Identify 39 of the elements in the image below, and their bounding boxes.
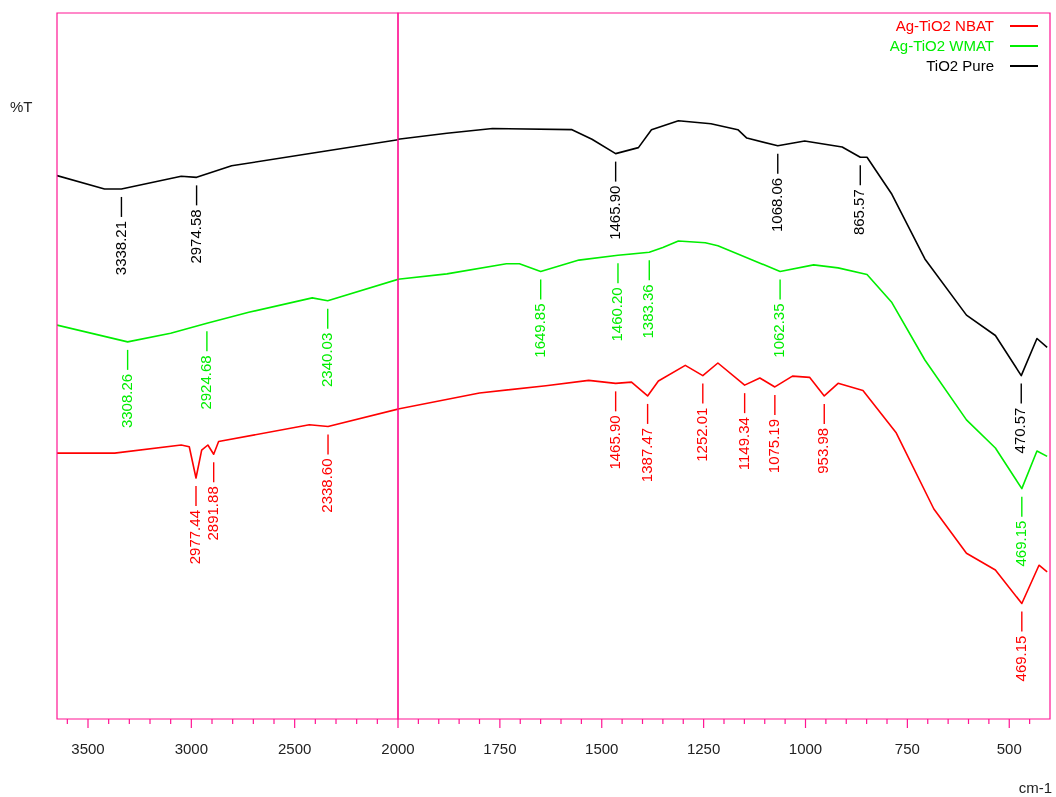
annotation: 2338.60 — [318, 458, 336, 513]
annotation: 470.57 — [1011, 407, 1029, 454]
annotation: 1460.20 — [608, 287, 626, 342]
annotation: 2974.58 — [186, 209, 204, 264]
x-tick-label: 2000 — [381, 740, 415, 758]
annotation: 1149.34 — [734, 417, 752, 471]
annotation: 2977.44 — [186, 510, 204, 565]
annotation: 469.15 — [1011, 520, 1029, 567]
annotation: 469.15 — [1011, 635, 1029, 682]
x-tick-label: 3000 — [174, 740, 209, 758]
annotation: 3308.26 — [117, 373, 135, 429]
annotation: 1062.35 — [770, 303, 788, 358]
x-tick-label: 2500 — [277, 740, 312, 758]
annotation: 2924.68 — [197, 355, 215, 410]
annotation: 1068.06 — [767, 177, 785, 233]
x-tick-label: 750 — [894, 740, 920, 758]
x-tick-label: 500 — [996, 740, 1022, 758]
annotation: 953.98 — [814, 427, 832, 474]
annotation: 1075.19 — [765, 418, 782, 474]
x-tick-label: 1750 — [483, 740, 517, 758]
annotation: 3338.21 — [111, 220, 129, 276]
x-tick-label: 1000 — [788, 740, 823, 758]
annotation: 1387.47 — [637, 427, 655, 483]
x-tick-label: 3500 — [71, 740, 105, 758]
x-tick-label: 1500 — [585, 740, 619, 758]
x-tick-label: 1250 — [686, 740, 721, 758]
annotation: 865.57 — [850, 189, 868, 236]
legend-label: TiO2 Pure — [926, 56, 994, 76]
annotation: 2891.88 — [203, 486, 221, 541]
y-axis-title: %T — [10, 98, 33, 115]
annotation: 1383.36 — [639, 284, 657, 339]
annotation: 1649.85 — [530, 303, 548, 358]
annotation: 2340.03 — [317, 332, 335, 387]
annotation: 1252.01 — [692, 407, 710, 462]
annotation: 1465.90 — [605, 185, 623, 240]
legend-label: Ag-TiO2 NBAT — [895, 16, 994, 36]
x-axis-title: cm-1 — [1018, 779, 1052, 796]
annotation: 1465.90 — [605, 415, 623, 470]
legend-label: Ag-TiO2 WMAT — [889, 36, 994, 56]
